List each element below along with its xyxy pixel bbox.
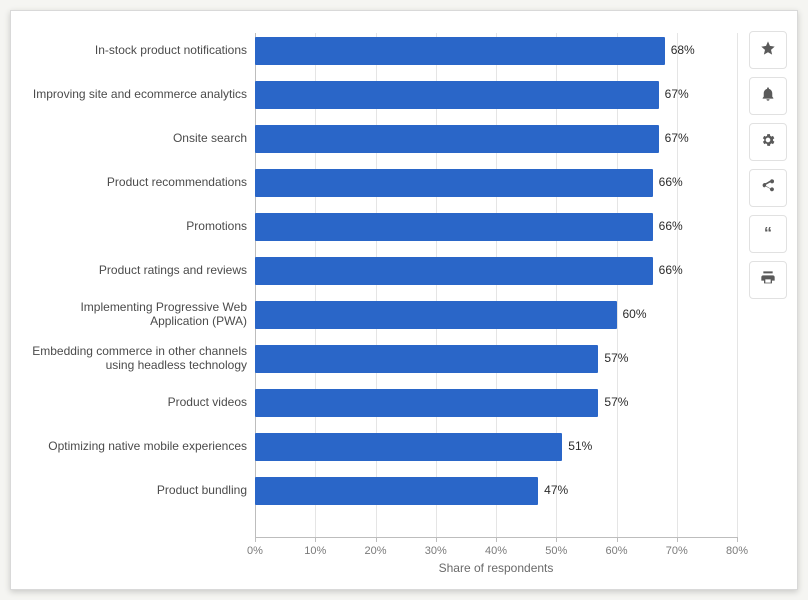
grid-line bbox=[737, 33, 738, 537]
x-tick-label: 20% bbox=[364, 545, 386, 557]
value-label: 67% bbox=[665, 131, 689, 145]
value-label: 67% bbox=[665, 87, 689, 101]
category-label: Onsite search bbox=[25, 125, 253, 153]
category-label: Product recommendations bbox=[25, 169, 253, 197]
value-label: 57% bbox=[604, 395, 628, 409]
bar[interactable] bbox=[255, 345, 598, 373]
x-tick-label: 40% bbox=[485, 545, 507, 557]
category-label: Promotions bbox=[25, 213, 253, 241]
x-tick-label: 50% bbox=[545, 545, 567, 557]
bar[interactable] bbox=[255, 125, 659, 153]
category-label: Product bundling bbox=[25, 477, 253, 505]
bar[interactable] bbox=[255, 301, 617, 329]
value-label: 66% bbox=[659, 175, 683, 189]
x-tick-mark bbox=[737, 537, 738, 542]
favorite-button[interactable] bbox=[749, 31, 787, 69]
x-tick-label: 0% bbox=[247, 545, 263, 557]
gear-icon bbox=[760, 132, 776, 153]
bar[interactable] bbox=[255, 169, 653, 197]
alert-button[interactable] bbox=[749, 77, 787, 115]
category-label: Implementing Progressive Web Application… bbox=[25, 301, 253, 329]
value-label: 66% bbox=[659, 263, 683, 277]
bar[interactable] bbox=[255, 81, 659, 109]
category-label: Improving site and ecommerce analytics bbox=[25, 81, 253, 109]
value-label: 57% bbox=[604, 351, 628, 365]
chart-area: 0%10%20%30%40%50%60%70%80%Share of respo… bbox=[25, 33, 737, 575]
cite-button[interactable]: “ bbox=[749, 215, 787, 253]
settings-button[interactable] bbox=[749, 123, 787, 161]
star-icon bbox=[760, 40, 776, 61]
category-label: Optimizing native mobile experiences bbox=[25, 433, 253, 461]
grid-line bbox=[677, 33, 678, 537]
side-toolbar: “ bbox=[749, 31, 785, 299]
x-axis-label: Share of respondents bbox=[439, 561, 554, 575]
bar[interactable] bbox=[255, 37, 665, 65]
category-label: Product ratings and reviews bbox=[25, 257, 253, 285]
x-axis-line bbox=[255, 537, 737, 538]
bell-icon bbox=[760, 86, 776, 107]
bar[interactable] bbox=[255, 389, 598, 417]
bar[interactable] bbox=[255, 433, 562, 461]
bar[interactable] bbox=[255, 257, 653, 285]
x-tick-label: 10% bbox=[304, 545, 326, 557]
share-icon bbox=[760, 178, 776, 199]
bar[interactable] bbox=[255, 477, 538, 505]
value-label: 66% bbox=[659, 219, 683, 233]
value-label: 68% bbox=[671, 43, 695, 57]
bar[interactable] bbox=[255, 213, 653, 241]
share-button[interactable] bbox=[749, 169, 787, 207]
x-tick-label: 30% bbox=[425, 545, 447, 557]
value-label: 60% bbox=[623, 307, 647, 321]
value-label: 47% bbox=[544, 483, 568, 497]
print-button[interactable] bbox=[749, 261, 787, 299]
print-icon bbox=[760, 270, 776, 291]
x-tick-label: 80% bbox=[726, 545, 748, 557]
chart-card: “ 0% 10% 20% 30% 40% 50% 60% 70% 80% Share of res… bbox=[10, 10, 798, 590]
value-label: 51% bbox=[568, 439, 592, 453]
x-tick-label: 60% bbox=[605, 545, 627, 557]
category-label: Embedding commerce in other channels usi… bbox=[25, 345, 253, 373]
category-label: In-stock product notifications bbox=[25, 37, 253, 65]
category-label: Product videos bbox=[25, 389, 253, 417]
quote-icon: “ bbox=[764, 226, 772, 242]
x-tick-label: 70% bbox=[666, 545, 688, 557]
